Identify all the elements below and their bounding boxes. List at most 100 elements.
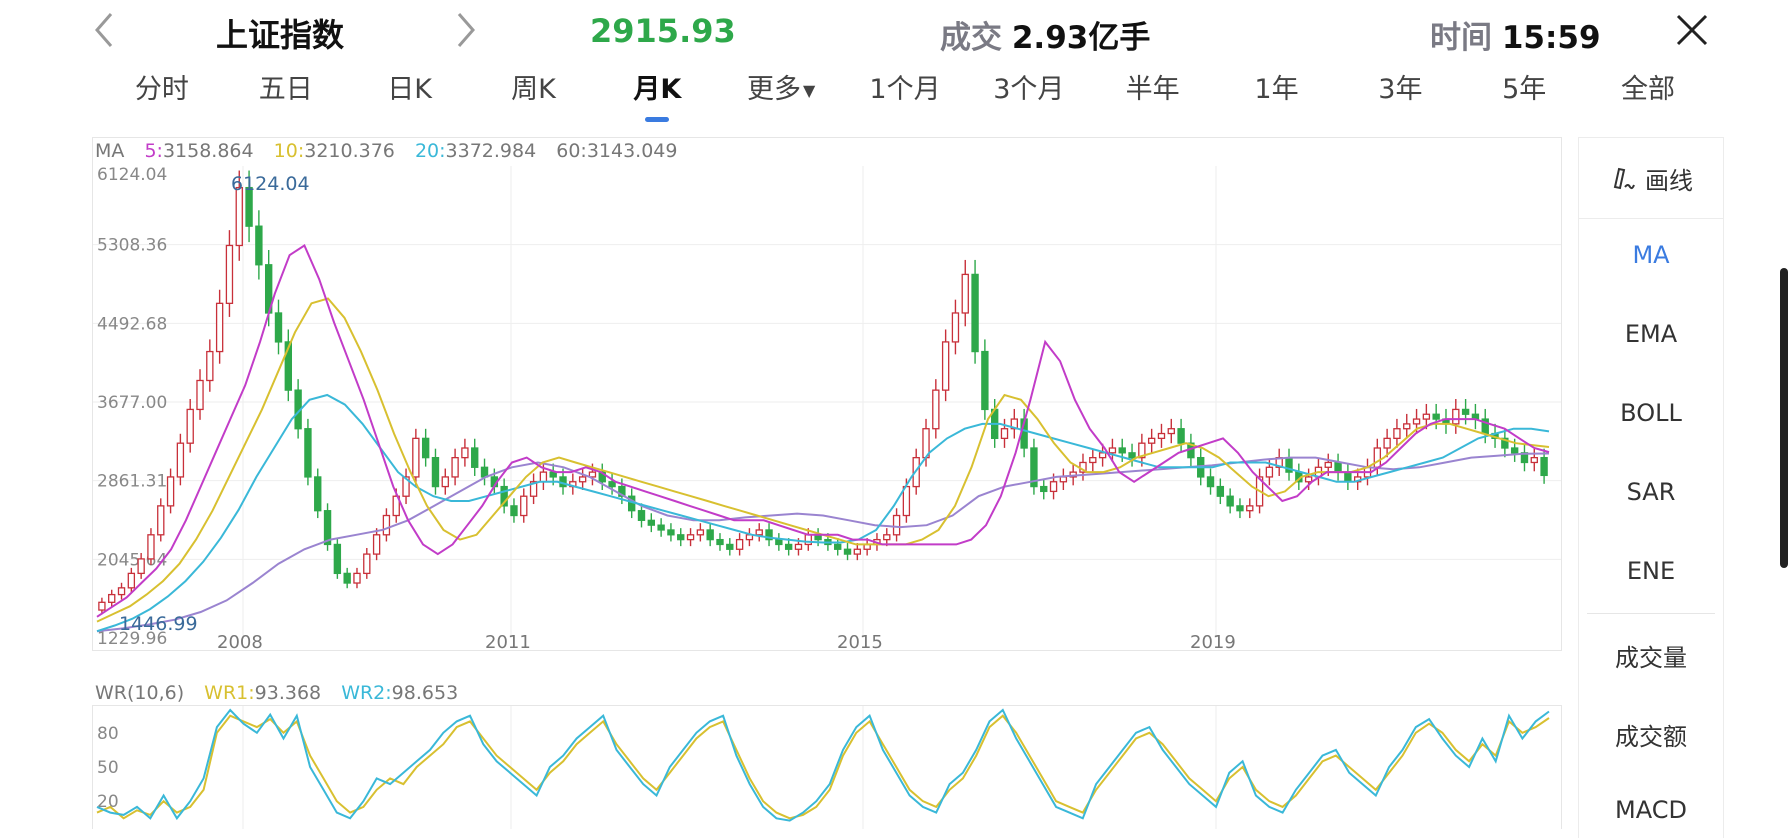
tab-more-label: 更多 — [746, 74, 801, 105]
candle-body — [147, 534, 155, 560]
tab-3-years[interactable]: 3年 — [1378, 74, 1423, 105]
candle-body — [127, 572, 136, 589]
indicator-sar[interactable]: SAR — [1626, 478, 1676, 506]
ma-legend-prefix: MA — [95, 140, 125, 162]
candle-body — [981, 350, 989, 411]
close-icon — [1676, 14, 1708, 46]
high-annotation: 6124.04 — [231, 173, 310, 195]
low-annotation: 1446.99 — [119, 613, 198, 635]
tab-3-months[interactable]: 3个月 — [993, 74, 1065, 105]
candle-body — [1461, 408, 1470, 415]
time-value: 15:59 — [1501, 20, 1601, 56]
kline-chart-frame[interactable]: 6124.04 5308.36 4492.68 3677.00 2861.31 2045.… — [92, 137, 1562, 653]
tab-1-month[interactable]: 1个月 — [869, 74, 941, 105]
indicator-boll[interactable]: BOLL — [1620, 399, 1682, 427]
candle-body — [441, 476, 449, 488]
wr-tick-label: 20 — [97, 792, 119, 812]
candle-body — [1265, 466, 1274, 478]
candle-body — [1108, 447, 1117, 454]
candle-body — [529, 481, 538, 497]
candle-body — [1422, 413, 1431, 420]
draw-line-button[interactable]: 画线 — [1579, 138, 1723, 219]
candle-body — [235, 186, 243, 247]
candle-body — [883, 534, 891, 541]
candle-body — [1540, 456, 1548, 477]
draw-line-label: 画线 — [1645, 166, 1693, 195]
candle-body — [333, 543, 342, 575]
wr1-legend-value: 93.368 — [254, 682, 322, 704]
tab-monthly-k[interactable]: 月K — [595, 64, 719, 124]
ma60-legend-label: 60: — [556, 140, 587, 162]
ma60-line — [96, 452, 1550, 633]
next-stock-button[interactable] — [442, 6, 490, 54]
candle-body — [549, 471, 557, 478]
indicator-macd[interactable]: MACD — [1615, 796, 1687, 824]
candle-body — [1344, 471, 1352, 483]
scrollbar[interactable] — [1780, 268, 1788, 568]
candle-body — [932, 389, 940, 430]
wr2-line — [96, 708, 1550, 822]
candle-body — [1304, 476, 1313, 483]
close-button[interactable] — [1668, 6, 1716, 54]
tab-all[interactable]: 全部 — [1621, 74, 1676, 105]
tab-1-year[interactable]: 1年 — [1254, 74, 1299, 105]
candle-body — [971, 273, 979, 353]
tab-5-years[interactable]: 5年 — [1502, 74, 1547, 105]
wr1-legend-label: WR1: — [204, 682, 255, 704]
candle-body — [892, 514, 901, 536]
tab-daily-k[interactable]: 日K — [387, 74, 432, 105]
candle-body — [961, 273, 969, 314]
candle-body — [1383, 437, 1391, 449]
wr-indicator-frame[interactable]: 80 50 20 — [92, 705, 1562, 829]
candle-body — [431, 456, 440, 488]
tab-intraday[interactable]: 分时 — [134, 74, 189, 105]
wr-indicator-chart[interactable]: 80 50 20 — [93, 706, 1561, 829]
indicator-volume[interactable]: 成交量 — [1615, 644, 1687, 672]
candle-body — [206, 350, 214, 382]
y-tick-label: 4492.68 — [97, 314, 167, 334]
candle-body — [255, 225, 263, 266]
candle-body — [608, 481, 616, 488]
caret-down-icon: ▼ — [802, 80, 816, 100]
ma10-legend-label: 10: — [273, 140, 305, 162]
tab-five-day[interactable]: 五日 — [258, 74, 313, 105]
indicator-ene[interactable]: ENE — [1626, 557, 1676, 585]
indicator-turnover[interactable]: 成交额 — [1615, 723, 1687, 751]
candle-body — [637, 510, 646, 521]
ma60-legend-value: 3143.049 — [586, 140, 678, 162]
candle-body — [1334, 461, 1342, 473]
candle-body — [1128, 452, 1136, 459]
previous-stock-button[interactable] — [80, 6, 128, 54]
candle-body — [755, 529, 763, 536]
candle-body — [461, 447, 469, 459]
kline-chart[interactable]: 6124.045308.364492.683677.002861.312045.… — [93, 138, 1561, 653]
wr1-line — [96, 714, 1550, 820]
time-label: 时间 — [1430, 20, 1492, 56]
candle-body — [951, 312, 960, 343]
indicator-ma[interactable]: MA — [1632, 241, 1670, 269]
volume-label: 成交 — [940, 20, 1002, 56]
tab-weekly-k[interactable]: 周K — [511, 74, 556, 105]
indicator-ema[interactable]: EMA — [1624, 320, 1678, 348]
candle-body — [392, 495, 400, 517]
wr-tick-label: 80 — [97, 724, 119, 744]
candle-body — [1049, 481, 1058, 493]
candle-body — [726, 543, 734, 550]
candle-body — [157, 505, 165, 536]
candle-body — [1098, 452, 1107, 459]
candle-body — [1236, 505, 1244, 512]
candle-body — [471, 447, 479, 468]
tab-half-year[interactable]: 半年 — [1125, 74, 1180, 105]
ma60-legend: 60:3143.049 — [556, 140, 677, 162]
tab-more[interactable]: 更多 ▼ — [719, 64, 843, 124]
ma5-legend-value: 3158.864 — [162, 140, 254, 162]
candle-body — [677, 534, 685, 541]
candle-body — [657, 524, 665, 531]
chevron-left-icon — [95, 13, 113, 47]
ma-legend: MA 5:3158.864 10:3210.376 20:3372.984 60… — [95, 140, 692, 162]
candle-body — [1393, 428, 1401, 440]
candle-body — [98, 601, 106, 611]
y-tick-label: 2861.31 — [97, 472, 167, 492]
y-tick-label: 3677.00 — [97, 393, 167, 413]
candle-body — [196, 379, 204, 411]
